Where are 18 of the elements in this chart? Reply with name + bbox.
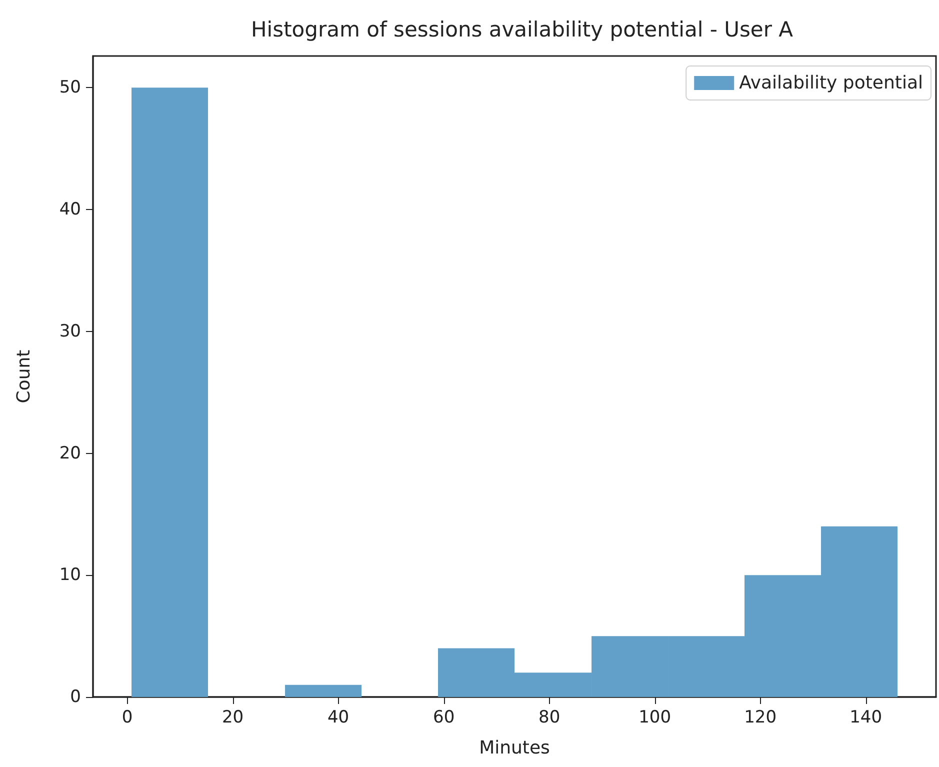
chart-title: Histogram of sessions availability potential - User A [250, 18, 794, 42]
y-tick-label: 30 [59, 321, 81, 342]
y-tick-label: 20 [59, 443, 81, 464]
y-axis-title: Count [14, 350, 34, 404]
x-tick-label: 20 [222, 708, 244, 728]
x-tick-label: 60 [432, 708, 455, 728]
x-tick-label: 100 [638, 708, 672, 728]
y-tick-label: 0 [70, 687, 81, 707]
y-tick-label: 40 [59, 200, 81, 220]
y-tick-label: 10 [59, 565, 81, 586]
x-tick-label: 120 [744, 708, 777, 728]
x-axis-title: Minutes [479, 738, 550, 758]
x-tick-label: 80 [538, 708, 560, 728]
x-tick-label: 40 [327, 708, 350, 728]
x-tick-label: 0 [122, 708, 133, 728]
legend-label: Availability potential [739, 72, 924, 94]
x-tick-label: 140 [850, 708, 882, 728]
y-tick-label: 50 [59, 78, 81, 98]
